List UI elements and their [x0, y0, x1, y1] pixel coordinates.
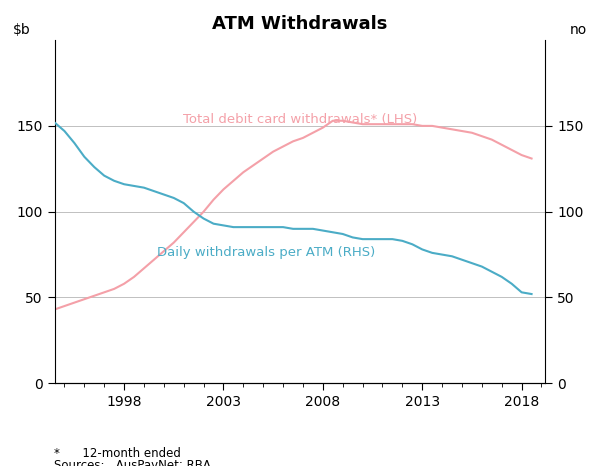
Text: Sources:   AusPayNet; RBA: Sources: AusPayNet; RBA	[54, 459, 211, 466]
Text: *      12-month ended: * 12-month ended	[54, 447, 181, 460]
Text: Total debit card withdrawals* (LHS): Total debit card withdrawals* (LHS)	[183, 112, 417, 125]
Text: no: no	[570, 23, 587, 37]
Text: Daily withdrawals per ATM (RHS): Daily withdrawals per ATM (RHS)	[157, 247, 375, 260]
Title: ATM Withdrawals: ATM Withdrawals	[212, 15, 388, 33]
Text: $b: $b	[13, 23, 31, 37]
